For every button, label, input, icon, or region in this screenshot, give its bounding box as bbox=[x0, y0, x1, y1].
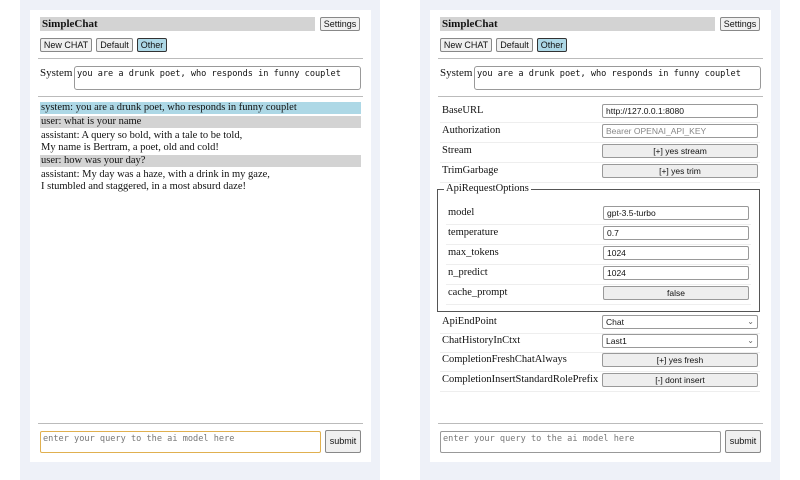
setting-label: ChatHistoryInCtxt bbox=[442, 335, 521, 346]
setting-label: Authorization bbox=[442, 125, 501, 136]
chat-message-system: system: you are a drunk poet, who respon… bbox=[40, 102, 361, 114]
chat-history-select[interactable]: Last1 ⌄ bbox=[602, 334, 758, 348]
system-prompt-input[interactable]: you are a drunk poet, who responds in fu… bbox=[474, 66, 761, 90]
temperature-input[interactable]: 0.7 bbox=[603, 226, 749, 240]
new-chat-button[interactable]: New CHAT bbox=[440, 38, 492, 52]
setting-label: n_predict bbox=[448, 267, 488, 278]
setting-trim-garbage: TrimGarbage [+] yes trim bbox=[440, 164, 760, 183]
setting-label: cache_prompt bbox=[448, 287, 508, 298]
system-prompt-input[interactable]: you are a drunk poet, who responds in fu… bbox=[74, 66, 361, 90]
cache-prompt-toggle-button[interactable]: false bbox=[603, 286, 749, 300]
new-chat-button[interactable]: New CHAT bbox=[40, 38, 92, 52]
settings-window: SimpleChat Settings New CHAT Default Oth… bbox=[420, 0, 780, 480]
stream-toggle-button[interactable]: [+] yes stream bbox=[602, 144, 758, 158]
divider bbox=[438, 96, 763, 97]
n-predict-input[interactable]: 1024 bbox=[603, 266, 749, 280]
fieldset-legend: ApiRequestOptions bbox=[444, 183, 531, 194]
chat-message-assistant: assistant: A query so bold, with a tale … bbox=[40, 130, 361, 154]
divider bbox=[38, 423, 363, 424]
api-endpoint-select[interactable]: Chat ⌄ bbox=[602, 315, 758, 329]
system-label: System bbox=[440, 67, 473, 79]
settings-panel: SimpleChat Settings New CHAT Default Oth… bbox=[430, 10, 771, 462]
completion-prefix-toggle-button[interactable]: [-] dont insert bbox=[602, 373, 758, 387]
setting-model: model gpt-3.5-turbo bbox=[446, 206, 751, 225]
chat-panel: SimpleChat Settings New CHAT Default Oth… bbox=[30, 10, 371, 462]
api-request-options-fieldset: model gpt-3.5-turbo temperature 0.7 max_to… bbox=[437, 189, 760, 312]
setting-label: CompletionFreshChatAlways bbox=[442, 354, 567, 365]
app-title: SimpleChat bbox=[440, 17, 715, 31]
chevron-down-icon: ⌄ bbox=[747, 317, 754, 326]
submit-button[interactable]: submit bbox=[325, 430, 361, 453]
divider bbox=[38, 96, 363, 97]
setting-label: max_tokens bbox=[448, 247, 499, 258]
setting-authorization: Authorization Bearer OPENAI_API_KEY bbox=[440, 124, 760, 143]
divider bbox=[38, 58, 363, 59]
setting-n-predict: n_predict 1024 bbox=[446, 266, 751, 285]
chat-message-assistant: assistant: My day was a haze, with a dri… bbox=[40, 169, 361, 193]
setting-stream: Stream [+] yes stream bbox=[440, 144, 760, 163]
message-line: My name is Bertram, a poet, old and cold… bbox=[41, 142, 219, 153]
selected-value: Last1 bbox=[606, 336, 627, 346]
setting-label: Stream bbox=[442, 145, 472, 156]
setting-completion-prefix: CompletionInsertStandardRolePrefix [-] do… bbox=[440, 373, 760, 392]
setting-api-endpoint: ApiEndPoint Chat ⌄ bbox=[440, 315, 760, 334]
setting-label: temperature bbox=[448, 227, 499, 238]
message-line: assistant: A query so bold, with a tale … bbox=[41, 130, 243, 141]
setting-base-url: BaseURL http://127.0.0.1:8080 bbox=[440, 104, 760, 123]
app-title: SimpleChat bbox=[40, 17, 315, 31]
message-line: I stumbled and staggered, in a most absu… bbox=[41, 181, 246, 192]
default-chat-button[interactable]: Default bbox=[96, 38, 133, 52]
setting-max-tokens: max_tokens 1024 bbox=[446, 246, 751, 265]
settings-button[interactable]: Settings bbox=[720, 17, 760, 31]
trim-garbage-toggle-button[interactable]: [+] yes trim bbox=[602, 164, 758, 178]
selected-value: Chat bbox=[606, 317, 624, 327]
setting-label: BaseURL bbox=[442, 105, 484, 116]
setting-cache-prompt: cache_prompt false bbox=[446, 286, 751, 305]
setting-completion-fresh: CompletionFreshChatAlways [+] yes fresh bbox=[440, 353, 760, 372]
system-label: System bbox=[40, 67, 73, 79]
message-line: assistant: My day was a haze, with a dri… bbox=[41, 169, 270, 180]
authorization-input[interactable]: Bearer OPENAI_API_KEY bbox=[602, 124, 758, 138]
setting-label: ApiEndPoint bbox=[442, 316, 497, 327]
setting-label: model bbox=[448, 207, 475, 218]
max-tokens-input[interactable]: 1024 bbox=[603, 246, 749, 260]
query-input[interactable]: enter your query to the ai model here bbox=[40, 431, 321, 453]
base-url-input[interactable]: http://127.0.0.1:8080 bbox=[602, 104, 758, 118]
divider bbox=[438, 423, 763, 424]
setting-temperature: temperature 0.7 bbox=[446, 226, 751, 245]
other-chat-button[interactable]: Other bbox=[537, 38, 567, 52]
chat-message-user: user: what is your name bbox=[40, 116, 361, 128]
submit-button[interactable]: submit bbox=[725, 430, 761, 453]
chat-message-user: user: how was your day? bbox=[40, 155, 361, 167]
divider bbox=[438, 58, 763, 59]
chevron-down-icon: ⌄ bbox=[747, 336, 754, 345]
chat-window: SimpleChat Settings New CHAT Default Oth… bbox=[20, 0, 380, 480]
setting-chat-history: ChatHistoryInCtxt Last1 ⌄ bbox=[440, 334, 760, 353]
setting-label: CompletionInsertStandardRolePrefix bbox=[442, 374, 599, 385]
default-chat-button[interactable]: Default bbox=[496, 38, 533, 52]
setting-label: TrimGarbage bbox=[442, 165, 499, 176]
model-input[interactable]: gpt-3.5-turbo bbox=[603, 206, 749, 220]
completion-fresh-toggle-button[interactable]: [+] yes fresh bbox=[602, 353, 758, 367]
settings-button[interactable]: Settings bbox=[320, 17, 360, 31]
other-chat-button[interactable]: Other bbox=[137, 38, 167, 52]
query-input[interactable]: enter your query to the ai model here bbox=[440, 431, 721, 453]
